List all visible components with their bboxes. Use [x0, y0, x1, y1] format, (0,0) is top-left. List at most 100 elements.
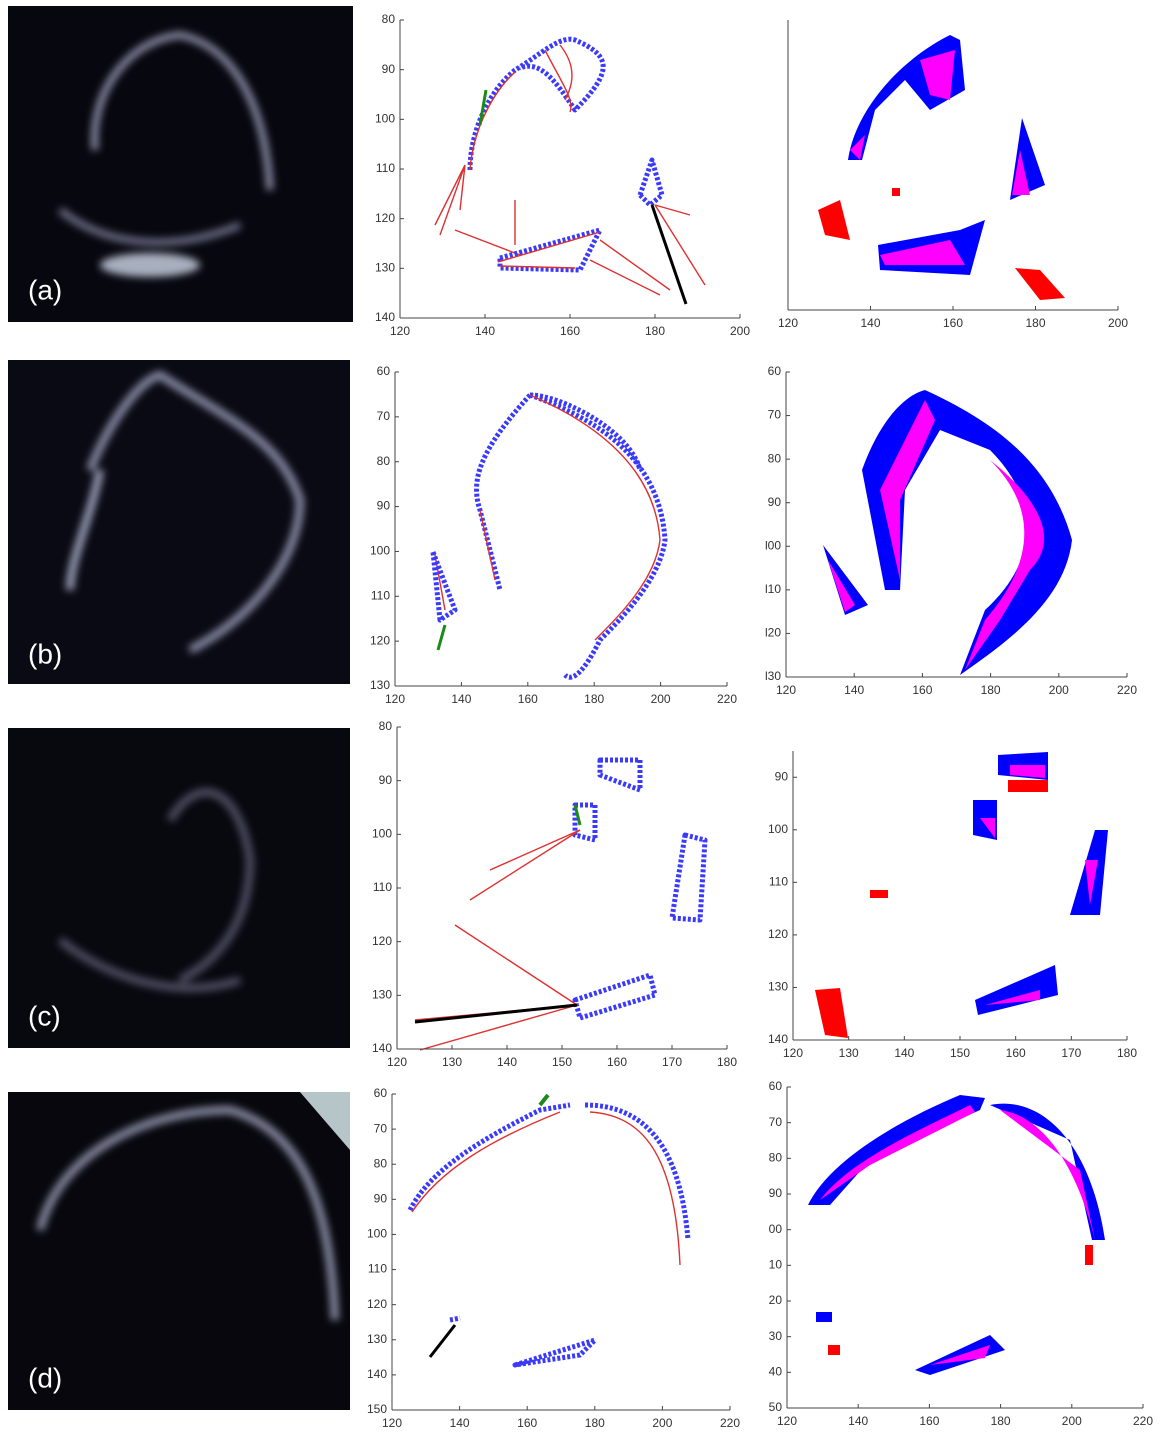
x-tick-label: 180 [717, 1055, 737, 1069]
y-tick-label: 110 [371, 588, 390, 602]
y-tick-label: 140 [375, 310, 395, 324]
x-tick-label: 120 [777, 1414, 797, 1428]
mri-image-d [8, 1092, 350, 1410]
x-tick-label: 200 [1062, 1414, 1082, 1428]
x-tick-label: 120 [387, 1055, 407, 1069]
x-tick-label: 180 [981, 683, 1001, 697]
x-tick-label: 200 [1049, 683, 1069, 697]
x-tick-label: 160 [912, 683, 932, 697]
x-tick-label: 220 [1117, 683, 1137, 697]
y-tick-label: 60 [377, 364, 391, 378]
mri-image-c [8, 728, 350, 1048]
y-tick-label: 70 [768, 408, 782, 422]
x-tick-label: 180 [991, 1414, 1011, 1428]
y-tick-label: 60 [374, 1086, 388, 1100]
mri-image-a [8, 6, 353, 322]
x-tick-label: 160 [517, 1416, 537, 1430]
y-tick-label: 90 [775, 769, 789, 783]
x-tick-label: 120 [382, 1416, 402, 1430]
x-tick-label: 120 [385, 692, 405, 706]
x-tick-label: 160 [919, 1414, 939, 1428]
panel-label: (c) [28, 1000, 61, 1031]
y-tick-label: 90 [379, 773, 393, 787]
y-tick-label: 60 [768, 364, 782, 378]
panel-label: (b) [28, 638, 62, 669]
x-tick-label: 200 [730, 324, 750, 338]
y-tick-label: 120 [370, 633, 390, 647]
y-tick-label: 80 [374, 1156, 388, 1170]
y-tick-label: 30 [769, 1329, 783, 1343]
y-tick-label: 10 [769, 1258, 783, 1272]
x-tick-label: 140 [894, 1046, 914, 1060]
x-tick-label: 160 [943, 316, 963, 330]
y-tick-label: 70 [374, 1121, 388, 1135]
x-tick-label: 170 [662, 1055, 682, 1069]
x-tick-label: 120 [390, 324, 410, 338]
x-tick-label: 140 [475, 324, 495, 338]
y-tick-label: 70 [769, 1115, 783, 1129]
y-tick-label: 80 [768, 451, 782, 465]
y-tick-label: 140 [768, 1032, 788, 1046]
y-tick-label: 140 [372, 1041, 392, 1055]
y-tick-label: 130 [372, 988, 392, 1002]
y-tick-label: 130 [768, 980, 788, 994]
x-tick-label: 140 [844, 683, 864, 697]
x-tick-label: 130 [442, 1055, 462, 1069]
x-tick-label: 140 [497, 1055, 517, 1069]
x-tick-label: 180 [1025, 316, 1045, 330]
y-tick-label: 100 [375, 112, 395, 126]
x-tick-label: 160 [560, 324, 580, 338]
y-tick-label: 80 [379, 719, 393, 733]
y-tick-label: 120 [367, 1297, 387, 1311]
y-tick-label: l30 [765, 669, 781, 683]
contour-shapes [407, 36, 708, 1368]
y-tick-label: l20 [765, 626, 781, 640]
x-tick-label: 180 [584, 692, 604, 706]
y-tick-label: 120 [375, 211, 395, 225]
x-tick-label: 120 [776, 683, 796, 697]
x-tick-label: 140 [848, 1414, 868, 1428]
y-tick-label: 130 [370, 678, 390, 692]
x-tick-label: 220 [1133, 1414, 1153, 1428]
y-tick-label: 110 [769, 875, 788, 889]
y-tick-label: 80 [769, 1151, 783, 1165]
y-tick-label: 90 [769, 1186, 783, 1200]
x-tick-label: 130 [839, 1046, 859, 1060]
x-tick-label: 220 [717, 692, 737, 706]
y-tick-label: 110 [373, 880, 392, 894]
y-tick-label: l00 [765, 538, 781, 552]
x-tick-label: 200 [651, 692, 671, 706]
panel-label: (d) [28, 1362, 62, 1393]
x-tick-label: 200 [1108, 316, 1128, 330]
y-tick-label: 140 [367, 1367, 387, 1381]
x-tick-label: 180 [1117, 1046, 1137, 1060]
x-tick-label: 180 [645, 324, 665, 338]
y-tick-label: 130 [367, 1332, 387, 1346]
y-tick-label: 60 [769, 1079, 783, 1093]
mri-image-b [8, 360, 350, 684]
y-tick-label: 100 [372, 827, 392, 841]
x-tick-label: 160 [518, 692, 538, 706]
y-tick-label: 100 [367, 1227, 387, 1241]
y-tick-label: 130 [375, 261, 395, 275]
y-tick-label: 110 [368, 1262, 387, 1276]
y-tick-label: 150 [367, 1402, 387, 1416]
x-tick-label: 150 [950, 1046, 970, 1060]
y-tick-label: 70 [377, 409, 391, 423]
x-tick-label: 140 [860, 316, 880, 330]
x-tick-label: 170 [1061, 1046, 1081, 1060]
y-tick-label: 80 [377, 454, 391, 468]
y-tick-label: 90 [768, 495, 782, 509]
x-tick-label: 140 [451, 692, 471, 706]
y-tick-label: 120 [372, 934, 392, 948]
y-tick-label: 120 [768, 927, 788, 941]
x-tick-label: 160 [1006, 1046, 1026, 1060]
y-tick-label: 80 [382, 12, 396, 26]
x-tick-label: 120 [778, 316, 798, 330]
y-tick-label: 40 [769, 1365, 783, 1379]
panel-label: (a) [28, 274, 62, 305]
x-tick-label: 220 [720, 1416, 740, 1430]
y-tick-label: 20 [769, 1293, 783, 1307]
